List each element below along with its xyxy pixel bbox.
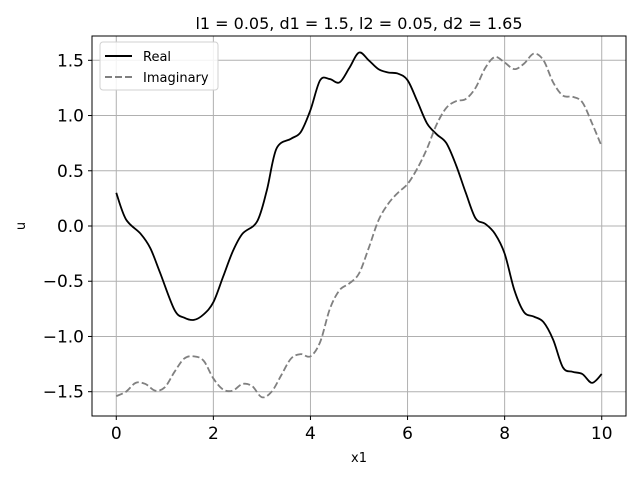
x-tick-label: 6	[402, 424, 413, 444]
legend-label-real: Real	[143, 50, 171, 65]
chart-title: l1 = 0.05, d1 = 1.5, l2 = 0.05, d2 = 1.6…	[195, 14, 522, 33]
y-tick-label: −0.5	[43, 272, 84, 292]
y-tick-label: −1.0	[43, 327, 84, 347]
y-tick-label: 0.0	[57, 217, 84, 237]
legend-label-imaginary: Imaginary	[143, 71, 209, 86]
y-axis-label: u	[14, 222, 29, 230]
legend: Real Imaginary	[99, 41, 219, 91]
y-tick-label: −1.5	[43, 383, 84, 403]
x-tick-label: 8	[499, 424, 510, 444]
ticks: 0 2 4 6 8 10 −1.5 −1.0 −0.5 0.0 0.5 1.0 1.5	[43, 51, 613, 444]
y-tick-label: 1.5	[57, 51, 84, 71]
x-tick-label: 2	[208, 424, 219, 444]
series-line-real	[115, 51, 603, 384]
x-tick-label: 10	[591, 424, 613, 444]
y-tick-label: 0.5	[57, 162, 84, 182]
y-tick-label: 1.0	[57, 107, 84, 127]
series-layer	[115, 51, 603, 399]
series-line-imaginary	[115, 52, 603, 399]
grid-lines	[92, 36, 626, 416]
x-axis-label: x1	[351, 451, 367, 466]
x-tick-label: 0	[111, 424, 122, 444]
x-tick-label: 4	[305, 424, 316, 444]
